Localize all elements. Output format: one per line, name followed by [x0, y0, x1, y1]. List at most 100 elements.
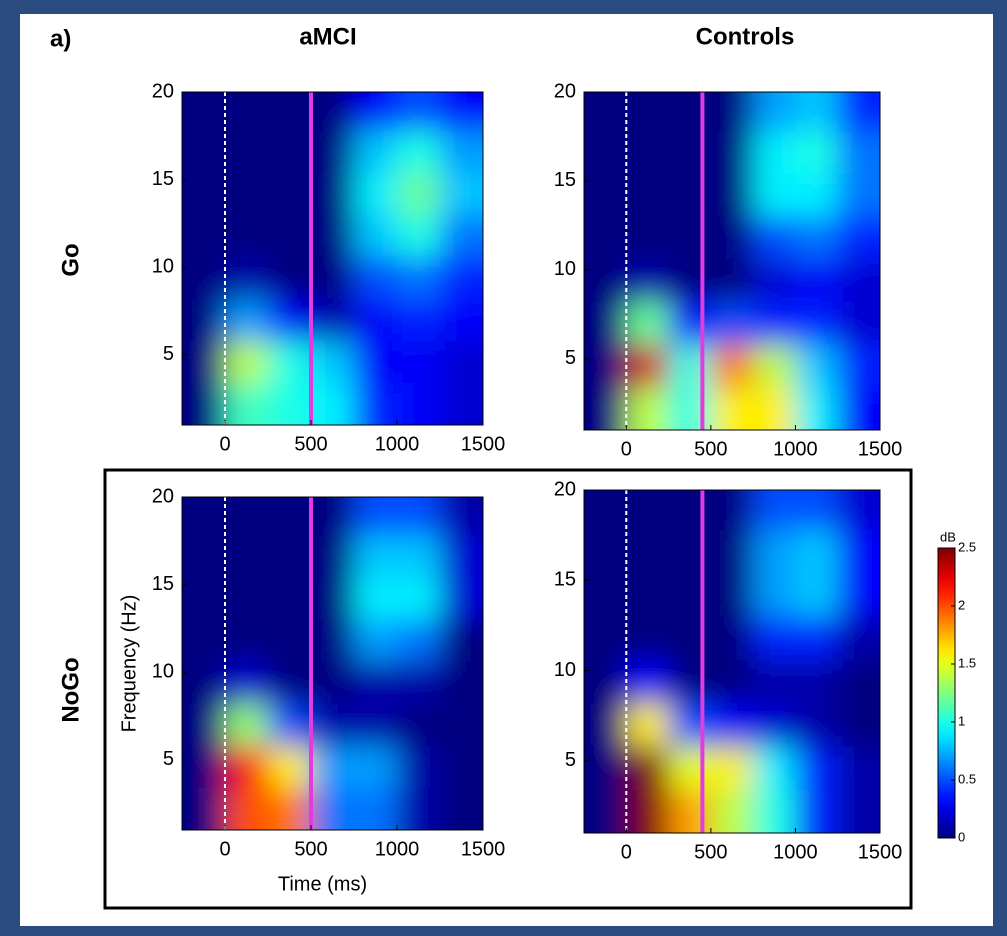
heatmap-cell	[397, 497, 440, 536]
heatmap-cell	[182, 619, 225, 662]
heatmap-cell	[795, 344, 838, 388]
heatmap-cell	[354, 172, 397, 215]
heatmap-cell	[710, 301, 754, 345]
heatmap-cell	[397, 298, 440, 341]
column-title: aMCI	[299, 23, 356, 50]
heatmap-cell	[584, 131, 627, 174]
heatmap-cell	[837, 789, 880, 833]
x-tick-label: 500	[694, 438, 727, 460]
y-tick-label: 5	[163, 748, 174, 770]
heatmap-cell	[795, 659, 838, 704]
heatmap-cell	[268, 256, 311, 299]
heatmap-cell	[268, 214, 311, 257]
heatmap-cell	[837, 344, 880, 388]
y-tick-label: 15	[554, 169, 576, 191]
x-tick-label: 0	[219, 838, 230, 860]
y-tick-label: 15	[152, 573, 174, 595]
heatmap-cell	[397, 787, 440, 830]
heatmap-cell	[710, 789, 754, 833]
heatmap-cells	[584, 92, 880, 430]
heatmap-cell	[795, 616, 838, 660]
heatmap-cell	[268, 497, 311, 536]
heatmap-cell	[795, 573, 838, 617]
heatmap-cell	[311, 535, 354, 578]
colorbar-tick-label: 0	[958, 829, 965, 844]
heatmap-cell	[182, 787, 225, 830]
heatmap-cell	[225, 787, 268, 830]
heatmap-cell	[354, 619, 397, 662]
heatmap-cell	[795, 490, 838, 530]
heatmap-cell	[182, 298, 225, 341]
y-tick-label: 5	[163, 343, 174, 365]
heatmap-cell	[440, 703, 483, 746]
heatmap-cell	[397, 256, 440, 299]
colorbar-tick-label: 1.5	[958, 655, 976, 670]
heatmap-cell	[311, 92, 354, 131]
heatmap-cell	[397, 661, 440, 704]
heatmap-cell	[225, 497, 268, 536]
heatmap-cell	[668, 259, 711, 302]
heatmap-cell	[710, 746, 754, 790]
y-tick-label: 20	[152, 485, 174, 507]
x-tick-label: 1000	[773, 841, 818, 863]
heatmap-cell	[710, 344, 754, 388]
heatmap-cell	[354, 577, 397, 620]
heatmap-cell	[440, 577, 483, 620]
heatmap-cell	[584, 216, 627, 260]
heatmap-cell	[626, 387, 669, 430]
heatmap-cell	[837, 387, 880, 430]
heatmap-cell	[710, 216, 754, 260]
heatmap-cell	[795, 529, 838, 574]
heatmap-cell	[753, 573, 796, 617]
heatmap-cell	[182, 172, 225, 215]
heatmap-cell	[837, 659, 880, 704]
heatmap-cell	[225, 535, 268, 578]
heatmap-cell	[795, 92, 838, 132]
heatmap-cell	[584, 746, 627, 790]
heatmap-cell	[837, 301, 880, 345]
heatmap-cell	[268, 535, 311, 578]
heatmap-cell	[182, 92, 225, 131]
heatmap-cell	[710, 92, 754, 132]
heatmap-cell	[311, 256, 354, 299]
heatmap-cell	[795, 703, 838, 747]
heatmap-cell	[182, 745, 225, 788]
heatmap-cell	[397, 130, 440, 173]
panel-label: a)	[50, 25, 71, 52]
heatmap-cell	[626, 746, 669, 790]
heatmap-cell	[626, 301, 669, 345]
x-tick-label: 1000	[375, 838, 420, 860]
y-tick-label: 5	[565, 347, 576, 369]
y-tick-label: 10	[554, 258, 576, 280]
heatmap-cell	[710, 703, 754, 747]
heatmap-cell	[311, 619, 354, 662]
x-tick-label: 0	[219, 433, 230, 455]
heatmap-cell	[440, 130, 483, 173]
y-tick-label: 10	[152, 661, 174, 683]
heatmap-cell	[354, 703, 397, 746]
heatmap-cell	[268, 340, 311, 383]
heatmap-cell	[668, 659, 711, 704]
heatmap-cell	[795, 259, 838, 302]
y-tick-label: 20	[554, 478, 576, 500]
x-tick-label: 500	[294, 433, 327, 455]
heatmap-cell	[626, 573, 669, 617]
heatmap-cell	[354, 661, 397, 704]
plot-area	[584, 92, 880, 430]
heatmap-cell	[397, 172, 440, 215]
heatmap-cell	[753, 131, 796, 174]
heatmap-cell	[584, 616, 627, 660]
heatmap-cell	[795, 216, 838, 260]
heatmap-cell	[268, 382, 311, 425]
heatmap-cell	[182, 256, 225, 299]
heatmap-cell	[397, 214, 440, 257]
colorbar-tick-label: 2	[958, 597, 965, 612]
heatmap-cell	[440, 92, 483, 131]
heatmap-cell	[225, 619, 268, 662]
heatmap-cell	[710, 131, 754, 174]
heatmap-cell	[182, 577, 225, 620]
heatmap-cell	[668, 573, 711, 617]
heatmap-cell	[710, 573, 754, 617]
heatmap-cell	[311, 577, 354, 620]
heatmap-cell	[268, 787, 311, 830]
